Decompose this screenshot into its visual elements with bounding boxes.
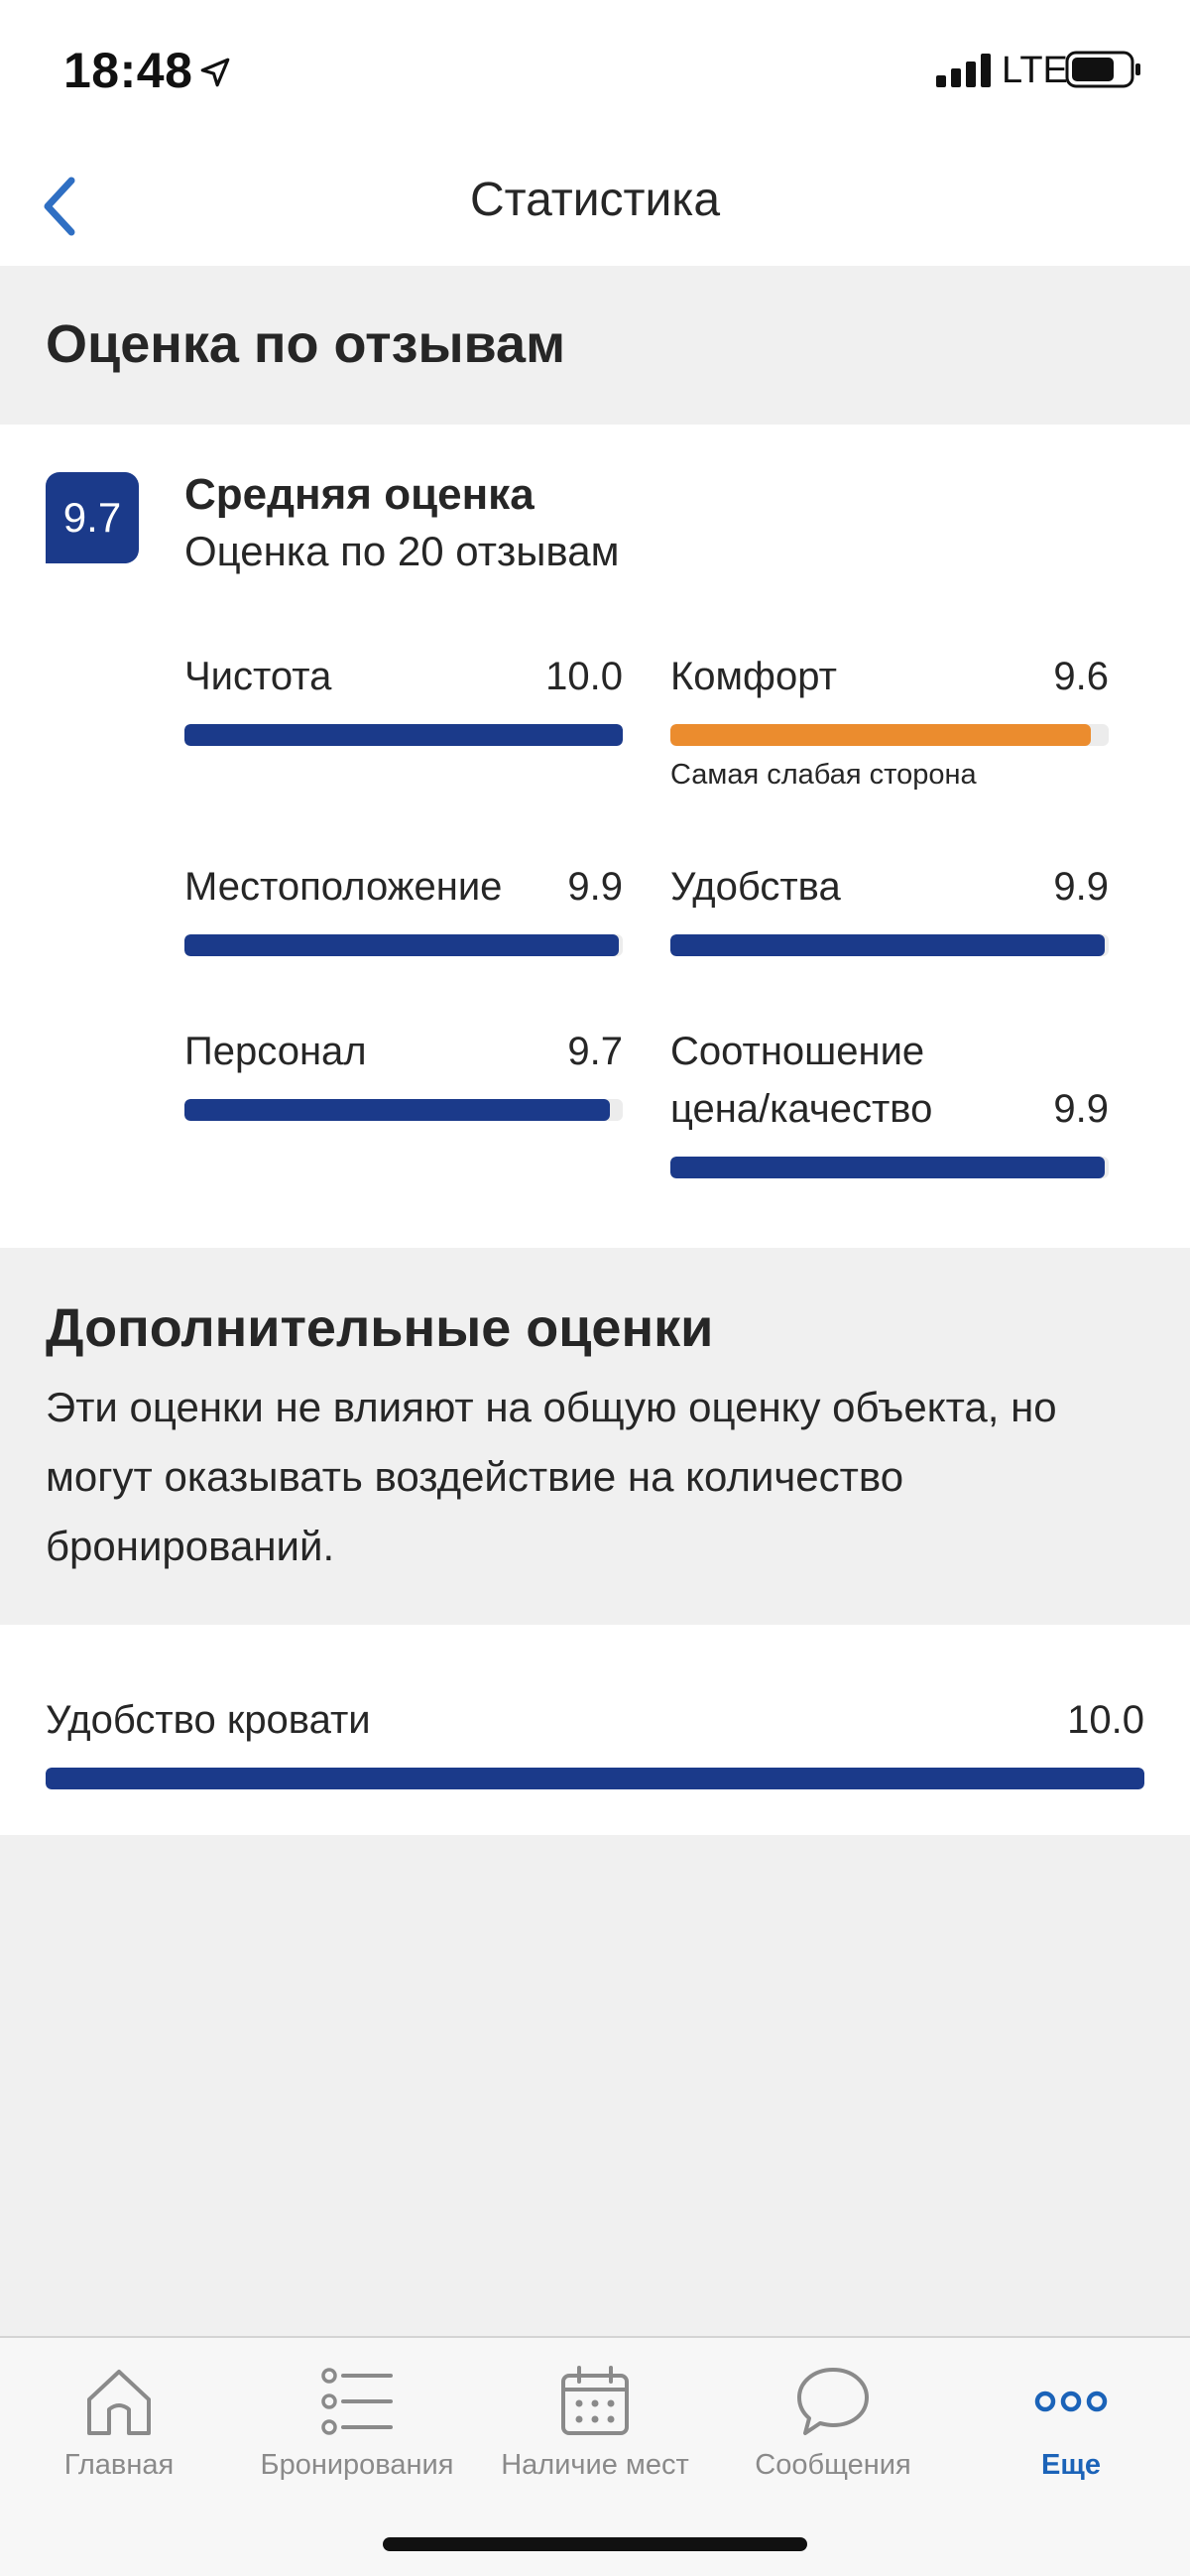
metric-label-line2: цена/качество — [670, 1087, 933, 1131]
additional-heading: Дополнительные оценки — [46, 1298, 714, 1358]
metric-bar — [670, 934, 1109, 956]
battery-icon — [1065, 51, 1140, 88]
metric-label: Чистота — [184, 655, 332, 698]
tab-bookings[interactable]: Бронирования — [238, 2338, 476, 2516]
metric-label: Комфорт — [670, 655, 837, 698]
additional-description: Эти оценки не влияют на общую оценку объ… — [46, 1384, 1057, 1569]
metric-value: 9.7 — [567, 1030, 623, 1073]
calendar-icon — [561, 2366, 629, 2435]
weakest-aspect-note: Самая слабая сторона — [670, 759, 977, 791]
additional-panel — [0, 1625, 1190, 1835]
cellular-signal-icon — [936, 54, 991, 87]
metric-bar — [184, 1099, 623, 1121]
tab-label: Бронирования — [260, 2449, 454, 2481]
metric-comfort: Комфорт 9.6 Самая слабая сторона — [670, 649, 1109, 797]
metric-value: 10.0 — [1067, 1698, 1144, 1742]
home-indicator — [383, 2537, 807, 2551]
tab-home[interactable]: Главная — [0, 2338, 238, 2516]
network-type: LTE — [1002, 50, 1068, 91]
tab-label: Наличие мест — [501, 2449, 689, 2481]
status-bar: 18:48 LTE — [0, 0, 1190, 149]
metric-location: Местоположение 9.9 — [184, 859, 623, 958]
chat-bubble-icon — [797, 2368, 869, 2435]
metric-value-for-money: Соотношение цена/качество 9.9 — [670, 1024, 1109, 1182]
metric-bar — [670, 724, 1109, 746]
tab-messages[interactable]: Сообщения — [714, 2338, 952, 2516]
metric-label: Удобство кровати — [46, 1698, 371, 1742]
tab-label: Главная — [63, 2449, 175, 2481]
metric-bar — [46, 1768, 1144, 1789]
tab-bar: Главная Бронирования Наличие мест Сообще… — [0, 2336, 1190, 2576]
metric-value: 9.6 — [1053, 655, 1109, 698]
metric-label: Местоположение — [184, 865, 503, 909]
additional-section-header: Дополнительные оценки — [0, 1248, 1190, 1625]
metric-bar — [184, 724, 623, 746]
metric-value: 9.9 — [1053, 1087, 1109, 1131]
metric-bar-fill — [670, 724, 1092, 746]
reviews-section-header: Оценка по отзывам — [0, 266, 1190, 425]
average-score-badge: 9.7 — [46, 472, 139, 563]
metric-cleanliness: Чистота 10.0 — [184, 649, 623, 748]
back-button[interactable] — [28, 171, 91, 242]
page-title: Статистика — [469, 174, 721, 226]
metric-value: 9.9 — [567, 865, 623, 909]
metric-bar-fill — [184, 724, 623, 746]
metric-bed-comfort: Удобство кровати 10.0 — [46, 1692, 1144, 1791]
metric-bar-fill — [46, 1768, 1144, 1789]
reviews-heading: Оценка по отзывам — [46, 314, 566, 374]
metric-label-line1: Соотношение — [670, 1030, 925, 1073]
metric-bar-fill — [184, 934, 619, 956]
location-arrow-icon — [200, 58, 230, 87]
average-score-title: Средняя оценка — [184, 470, 535, 519]
metric-value: 10.0 — [545, 655, 623, 698]
tab-label: Сообщения — [755, 2449, 911, 2481]
metric-label: Персонал — [184, 1030, 367, 1073]
chevron-left-icon — [44, 177, 75, 236]
list-icon — [321, 2368, 393, 2435]
metric-bar — [184, 934, 623, 956]
more-dots-icon — [1034, 2391, 1108, 2412]
metric-label: Удобства — [670, 865, 841, 909]
metric-staff: Персонал 9.7 — [184, 1024, 623, 1123]
tab-more[interactable]: Еще — [952, 2338, 1190, 2516]
tab-availability[interactable]: Наличие мест — [476, 2338, 714, 2516]
metric-bar — [670, 1157, 1109, 1178]
metric-facilities: Удобства 9.9 — [670, 859, 1109, 958]
metric-bar-fill — [184, 1099, 610, 1121]
navigation-bar: Статистика — [0, 149, 1190, 266]
metric-bar-fill — [670, 1157, 1105, 1178]
metric-value: 9.9 — [1053, 865, 1109, 909]
status-time: 18:48 — [63, 43, 193, 98]
tab-label: Еще — [1041, 2449, 1101, 2481]
average-score-subtitle: Оценка по 20 отзывам — [184, 528, 620, 574]
home-icon — [87, 2370, 151, 2435]
metric-bar-fill — [670, 934, 1105, 956]
